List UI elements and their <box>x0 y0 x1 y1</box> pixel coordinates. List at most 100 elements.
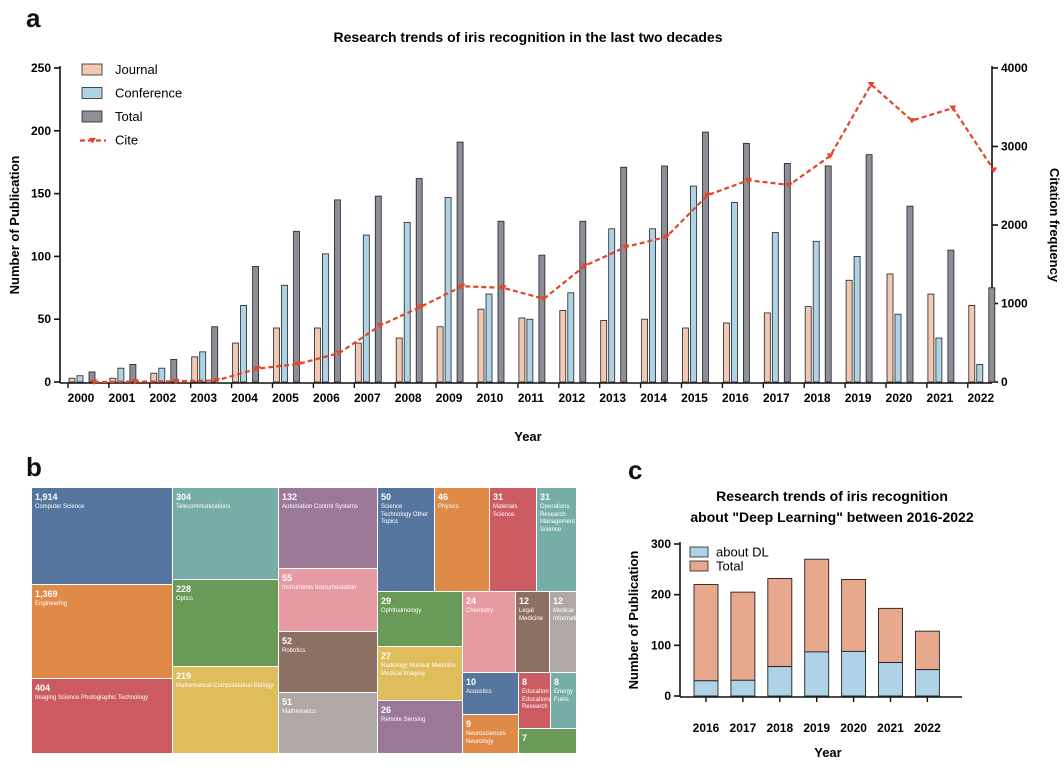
treemap-tile-label: Remote Sensing <box>381 717 426 723</box>
treemap-tile-label: Robotics <box>282 648 306 654</box>
treemap-tile: 52 Robotics <box>279 632 378 693</box>
chart-c-legend-label: about DL <box>716 545 769 560</box>
chart-a-x-tick-label: 2008 <box>395 391 422 405</box>
chart-a-cite-point <box>622 244 630 250</box>
chart-a-bar-journal <box>436 326 444 383</box>
chart-a-bar-conference <box>403 222 411 383</box>
chart-c-x-tick-label: 2016 <box>693 721 720 735</box>
treemap-tile: 1,914 Computer Science <box>32 488 173 585</box>
chart-a-bar-conference <box>894 313 902 383</box>
chart-a-legend-label: Cite <box>115 133 138 148</box>
chart-a-x-tick-label: 2015 <box>681 391 708 405</box>
chart-a-title: Research trends of iris recognition in t… <box>334 29 723 45</box>
treemap-tile-label: Telecommunications <box>176 504 231 510</box>
chart-a-bar-conference <box>649 228 656 383</box>
chart-a-x-tick-label: 2020 <box>886 391 913 405</box>
treemap-tile: 304 Telecommunications <box>173 488 279 580</box>
chart-a-cite-point <box>417 304 425 310</box>
chart-a-cite-point <box>663 234 671 240</box>
chart-a-bar-total <box>906 205 914 383</box>
chart-a-bar-conference <box>199 351 207 383</box>
chart-a-bar-journal <box>723 322 730 383</box>
treemap-tile-label: Materials Science <box>493 504 518 518</box>
chart-c-bar-total <box>804 558 830 653</box>
treemap-tile: 12 Medical Informatics <box>550 592 577 673</box>
treemap-tile: 404 Imaging Science Photographic Technolo… <box>32 679 173 754</box>
chart-a-bar-journal <box>804 306 812 383</box>
treemap-tile: 27 Radiology Nuclear Medicine Medical Ima… <box>378 647 463 701</box>
treemap-tile: 228 Optics <box>173 580 279 667</box>
chart-a-legend-swatch <box>81 110 103 123</box>
chart-a-bar-conference <box>485 293 493 383</box>
chart-c-bar-about-dl <box>693 680 719 697</box>
chart-a-cite-point <box>949 105 957 112</box>
chart-a-bar-journal <box>763 312 771 383</box>
chart-a-y-tick-label: 100 <box>31 249 51 263</box>
chart-c-title-line: about "Deep Learning" between 2016-2022 <box>690 509 973 525</box>
treemap-tile-label: Physics <box>438 504 459 510</box>
chart-a-cite-point <box>990 167 998 174</box>
chart-a-bar-conference <box>935 337 943 383</box>
treemap-tile-label: Mathematical Computational Biology <box>176 683 274 689</box>
chart-a-cite-point <box>376 322 384 329</box>
chart-a-cite-point <box>867 81 875 88</box>
chart-a-bar-conference <box>321 253 329 383</box>
chart-a-bar-total <box>333 199 341 383</box>
chart-a-bar-conference <box>771 232 779 383</box>
chart-a-bar-total <box>415 178 423 383</box>
chart-a-y-tick-label: 250 <box>31 61 51 75</box>
treemap-tile-label: Instruments Instrumentation <box>282 585 357 591</box>
chart-a-x-tick-label: 2013 <box>599 391 626 405</box>
treemap-research-areas: 1,914 Computer Science 1,369 Engineering 404… <box>32 488 577 754</box>
chart-a-bar-total <box>293 230 300 383</box>
chart-a-legend-swatch <box>81 87 103 99</box>
treemap-tile-label: Computer Science <box>35 504 85 510</box>
chart-a-cite-point <box>213 377 221 384</box>
treemap-tile-label: Medical Informatics <box>553 608 577 622</box>
chart-a-bar-conference <box>690 185 697 383</box>
chart-a-x-tick-label: 2004 <box>231 391 258 405</box>
chart-a-cite-point <box>295 361 302 367</box>
chart-a-bar-journal <box>600 320 608 383</box>
chart-a-cite-point <box>744 177 752 184</box>
chart-a-y2-tick-label: 1000 <box>1001 297 1028 311</box>
chart-a-cite-point <box>785 182 793 188</box>
treemap-tile: 132 Automation Control Systems <box>279 488 378 569</box>
chart-a-bar-journal <box>68 377 76 383</box>
chart-a-cite-point <box>131 379 139 385</box>
treemap-tile-value: 228 <box>176 584 192 594</box>
chart-a-bar-journal <box>191 356 199 383</box>
chart-a-bar-journal <box>559 310 567 383</box>
treemap-tile: 12 Legal Medicine <box>516 592 550 673</box>
treemap-tile-value: 12 <box>519 596 530 606</box>
chart-c-deep-learning-trends: Research trends of iris recognition about… <box>626 488 974 760</box>
chart-a-bar-total <box>211 326 219 383</box>
treemap-tile-value: 219 <box>176 671 192 681</box>
treemap-tile-value: 31 <box>493 492 504 502</box>
chart-a-bar-total <box>456 141 464 383</box>
chart-a-bar-conference <box>608 228 616 383</box>
treemap-tile: 31 Materials Science <box>490 488 537 592</box>
treemap-tile: 50 Science Technology Other Topics <box>378 488 435 592</box>
chart-a-bar-journal <box>354 342 362 383</box>
chart-a-x-tick-label: 2018 <box>804 391 831 405</box>
treemap-tile-value: 132 <box>282 492 298 502</box>
chart-a-bar-journal <box>313 327 321 383</box>
chart-a-cite-point <box>581 263 589 269</box>
chart-a-bar-total <box>947 249 955 383</box>
chart-c-y-tick-label: 100 <box>651 638 671 652</box>
treemap-tile: 7 <box>519 729 577 754</box>
chart-a-x-tick-label: 2001 <box>109 391 136 405</box>
chart-a-bar-conference <box>567 292 575 383</box>
chart-c-bar-total <box>914 630 940 671</box>
chart-a-cite-point <box>254 366 262 372</box>
chart-c-x-tick-label: 2021 <box>877 721 904 735</box>
chart-a-bar-conference <box>240 304 248 383</box>
chart-c-y-axis-title: Number of Publication <box>626 551 641 690</box>
chart-a-bar-journal <box>845 279 853 383</box>
treemap-tile-label: Legal Medicine <box>519 608 544 622</box>
treemap-tile: 1,369 Engineering <box>32 585 173 679</box>
chart-a-x-tick-label: 2007 <box>354 391 381 405</box>
chart-c-bar-total <box>693 584 719 682</box>
treemap-tile-label: Engineering <box>35 601 68 607</box>
